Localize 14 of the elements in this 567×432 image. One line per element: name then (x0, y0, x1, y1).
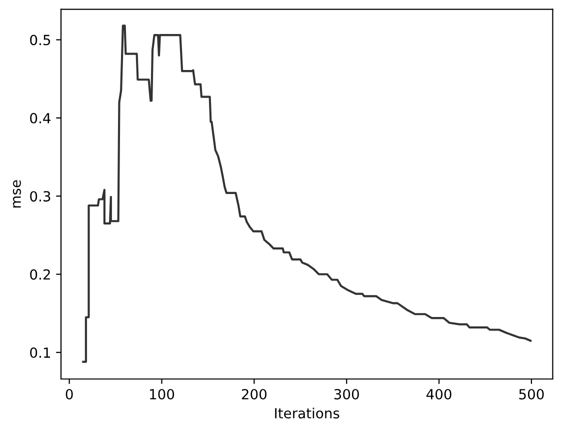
x-tick-label: 300 (334, 388, 359, 400)
x-tick-label: 100 (150, 388, 174, 400)
y-tick-label: 0.2 (30, 269, 50, 280)
y-axis-title: mse (12, 180, 21, 208)
line-series (82, 24, 532, 363)
y-tick-label: 0.4 (30, 112, 50, 124)
x-tick-label: 0 (66, 388, 73, 400)
y-tick-label: 0.1 (30, 347, 50, 358)
x-tick-label: 200 (242, 388, 266, 400)
y-tick-label: 0.3 (30, 191, 50, 202)
y-tick-label: 0.5 (30, 34, 50, 46)
x-tick-label: 500 (519, 388, 544, 400)
x-tick-label: 400 (426, 388, 452, 400)
x-axis-title: Iterations (275, 408, 340, 418)
